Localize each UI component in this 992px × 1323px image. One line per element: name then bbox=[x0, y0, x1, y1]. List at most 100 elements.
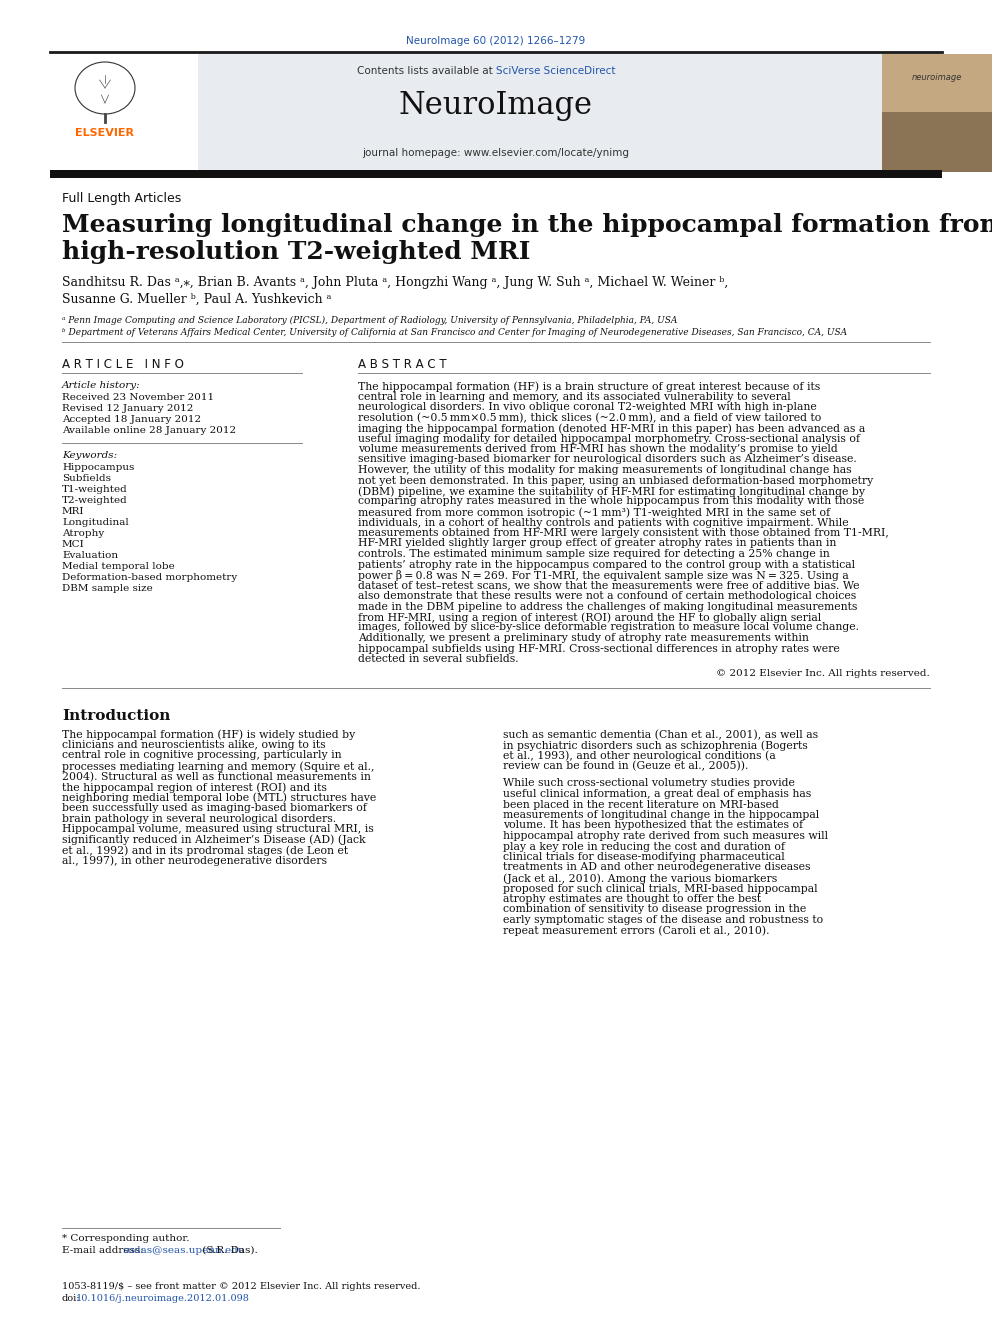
Text: However, the utility of this modality for making measurements of longitudinal ch: However, the utility of this modality fo… bbox=[358, 464, 851, 475]
Text: early symptomatic stages of the disease and robustness to: early symptomatic stages of the disease … bbox=[503, 916, 823, 925]
Text: play a key role in reducing the cost and duration of: play a key role in reducing the cost and… bbox=[503, 841, 785, 852]
Text: Subfields: Subfields bbox=[62, 474, 111, 483]
Text: patients’ atrophy rate in the hippocampus compared to the control group with a s: patients’ atrophy rate in the hippocampu… bbox=[358, 560, 855, 569]
Text: MRI: MRI bbox=[62, 507, 84, 516]
Text: Article history:: Article history: bbox=[62, 381, 141, 390]
Text: E-mail address:: E-mail address: bbox=[62, 1246, 147, 1256]
Text: power β = 0.8 was N = 269. For T1-MRI, the equivalent sample size was N = 325. U: power β = 0.8 was N = 269. For T1-MRI, t… bbox=[358, 570, 849, 581]
Text: sudas@seas.upenn.edu: sudas@seas.upenn.edu bbox=[123, 1246, 245, 1256]
Text: such as semantic dementia (Chan et al., 2001), as well as: such as semantic dementia (Chan et al., … bbox=[503, 729, 818, 740]
Text: MCI: MCI bbox=[62, 540, 84, 549]
Text: * Corresponding author.: * Corresponding author. bbox=[62, 1234, 189, 1244]
Text: the hippocampal region of interest (ROI) and its: the hippocampal region of interest (ROI)… bbox=[62, 782, 327, 792]
Text: repeat measurement errors (Caroli et al., 2010).: repeat measurement errors (Caroli et al.… bbox=[503, 926, 770, 937]
Text: Hippocampus: Hippocampus bbox=[62, 463, 134, 472]
Text: brain pathology in several neurological disorders.: brain pathology in several neurological … bbox=[62, 814, 336, 823]
Text: A B S T R A C T: A B S T R A C T bbox=[358, 359, 446, 370]
Text: significantly reduced in Alzheimer’s Disease (AD) (Jack: significantly reduced in Alzheimer’s Dis… bbox=[62, 835, 366, 845]
Text: 2004). Structural as well as functional measurements in: 2004). Structural as well as functional … bbox=[62, 771, 371, 782]
Text: Measuring longitudinal change in the hippocampal formation from in vivo: Measuring longitudinal change in the hip… bbox=[62, 213, 992, 237]
Text: sensitive imaging-based biomarker for neurological disorders such as Alzheimer’s: sensitive imaging-based biomarker for ne… bbox=[358, 455, 857, 464]
Text: treatments in AD and other neurodegenerative diseases: treatments in AD and other neurodegenera… bbox=[503, 863, 810, 872]
Text: high-resolution T2-weighted MRI: high-resolution T2-weighted MRI bbox=[62, 239, 531, 265]
Text: Full Length Articles: Full Length Articles bbox=[62, 192, 182, 205]
Text: review can be found in (Geuze et al., 2005)).: review can be found in (Geuze et al., 20… bbox=[503, 761, 748, 771]
Text: neighboring medial temporal lobe (MTL) structures have: neighboring medial temporal lobe (MTL) s… bbox=[62, 792, 376, 803]
Text: atrophy estimates are thought to offer the best: atrophy estimates are thought to offer t… bbox=[503, 894, 761, 904]
Text: not yet been demonstrated. In this paper, using an unbiased deformation-based mo: not yet been demonstrated. In this paper… bbox=[358, 475, 873, 486]
Text: volume. It has been hypothesized that the estimates of: volume. It has been hypothesized that th… bbox=[503, 820, 804, 831]
Text: NeuroImage 60 (2012) 1266–1279: NeuroImage 60 (2012) 1266–1279 bbox=[407, 36, 585, 46]
Text: hippocampal atrophy rate derived from such measures will: hippocampal atrophy rate derived from su… bbox=[503, 831, 828, 841]
Text: al., 1997), in other neurodegenerative disorders: al., 1997), in other neurodegenerative d… bbox=[62, 856, 327, 867]
Text: (DBM) pipeline, we examine the suitability of HF-MRI for estimating longitudinal: (DBM) pipeline, we examine the suitabili… bbox=[358, 486, 865, 496]
Text: T2-weighted: T2-weighted bbox=[62, 496, 128, 505]
Text: ELSEVIER: ELSEVIER bbox=[75, 128, 135, 138]
Text: combination of sensitivity to disease progression in the: combination of sensitivity to disease pr… bbox=[503, 905, 806, 914]
Text: doi:: doi: bbox=[62, 1294, 80, 1303]
Text: Available online 28 January 2012: Available online 28 January 2012 bbox=[62, 426, 236, 435]
Text: also demonstrate that these results were not a confound of certain methodologica: also demonstrate that these results were… bbox=[358, 591, 856, 601]
Bar bbox=[50, 54, 890, 172]
Text: clinicians and neuroscientists alike, owing to its: clinicians and neuroscientists alike, ow… bbox=[62, 740, 325, 750]
Text: Accepted 18 January 2012: Accepted 18 January 2012 bbox=[62, 415, 201, 423]
Text: volume measurements derived from HF-MRI has shown the modality’s promise to yiel: volume measurements derived from HF-MRI … bbox=[358, 445, 838, 454]
Text: measurements of longitudinal change in the hippocampal: measurements of longitudinal change in t… bbox=[503, 810, 819, 820]
Text: proposed for such clinical trials, MRI-based hippocampal: proposed for such clinical trials, MRI-b… bbox=[503, 884, 817, 893]
Text: neurological disorders. In vivo oblique coronal T2-weighted MRI with high in-pla: neurological disorders. In vivo oblique … bbox=[358, 402, 816, 411]
Text: © 2012 Elsevier Inc. All rights reserved.: © 2012 Elsevier Inc. All rights reserved… bbox=[716, 669, 930, 679]
Text: in psychiatric disorders such as schizophrenia (Bogerts: in psychiatric disorders such as schizop… bbox=[503, 740, 807, 750]
Text: been placed in the recent literature on MRI-based: been placed in the recent literature on … bbox=[503, 799, 779, 810]
Text: ᵇ Department of Veterans Affairs Medical Center, University of California at San: ᵇ Department of Veterans Affairs Medical… bbox=[62, 328, 847, 337]
Text: Contents lists available at: Contents lists available at bbox=[357, 66, 496, 75]
Text: Received 23 November 2011: Received 23 November 2011 bbox=[62, 393, 214, 402]
Text: from HF-MRI, using a region of interest (ROI) around the HF to globally align se: from HF-MRI, using a region of interest … bbox=[358, 613, 821, 623]
Text: DBM sample size: DBM sample size bbox=[62, 583, 153, 593]
Text: (Jack et al., 2010). Among the various biomarkers: (Jack et al., 2010). Among the various b… bbox=[503, 873, 778, 884]
Text: A R T I C L E   I N F O: A R T I C L E I N F O bbox=[62, 359, 184, 370]
Text: 10.1016/j.neuroimage.2012.01.098: 10.1016/j.neuroimage.2012.01.098 bbox=[76, 1294, 250, 1303]
Bar bbox=[882, 54, 992, 172]
Text: images, followed by slice-by-slice deformable registration to measure local volu: images, followed by slice-by-slice defor… bbox=[358, 623, 859, 632]
Text: et al., 1992) and in its prodromal stages (de Leon et: et al., 1992) and in its prodromal stage… bbox=[62, 845, 348, 856]
Text: Keywords:: Keywords: bbox=[62, 451, 117, 460]
Text: Evaluation: Evaluation bbox=[62, 550, 118, 560]
Text: Longitudinal: Longitudinal bbox=[62, 519, 129, 527]
Text: The hippocampal formation (HF) is a brain structure of great interest because of: The hippocampal formation (HF) is a brai… bbox=[358, 381, 820, 392]
Text: Revised 12 January 2012: Revised 12 January 2012 bbox=[62, 404, 193, 413]
Text: (S.R. Das).: (S.R. Das). bbox=[198, 1246, 258, 1256]
Text: neuroimage: neuroimage bbox=[912, 74, 962, 82]
Text: T1-weighted: T1-weighted bbox=[62, 486, 128, 493]
Text: useful imaging modality for detailed hippocampal morphometry. Cross-sectional an: useful imaging modality for detailed hip… bbox=[358, 434, 860, 443]
Text: 1053-8119/$ – see front matter © 2012 Elsevier Inc. All rights reserved.: 1053-8119/$ – see front matter © 2012 El… bbox=[62, 1282, 421, 1291]
Text: comparing atrophy rates measured in the whole hippocampus from this modality wit: comparing atrophy rates measured in the … bbox=[358, 496, 864, 507]
Bar bbox=[50, 169, 942, 179]
Text: been successfully used as imaging-based biomarkers of: been successfully used as imaging-based … bbox=[62, 803, 367, 814]
Text: Medial temporal lobe: Medial temporal lobe bbox=[62, 562, 175, 572]
Text: et al., 1993), and other neurological conditions (a: et al., 1993), and other neurological co… bbox=[503, 750, 776, 761]
Text: controls. The estimated minimum sample size required for detecting a 25% change : controls. The estimated minimum sample s… bbox=[358, 549, 829, 560]
Text: individuals, in a cohort of healthy controls and patients with cognitive impairm: individuals, in a cohort of healthy cont… bbox=[358, 517, 848, 528]
Text: Additionally, we present a preliminary study of atrophy rate measurements within: Additionally, we present a preliminary s… bbox=[358, 632, 808, 643]
Text: measurements obtained from HF-MRI were largely consistent with those obtained fr: measurements obtained from HF-MRI were l… bbox=[358, 528, 889, 538]
Text: central role in cognitive processing, particularly in: central role in cognitive processing, pa… bbox=[62, 750, 341, 761]
Text: hippocampal subfields using HF-MRI. Cross-sectional differences in atrophy rates: hippocampal subfields using HF-MRI. Cros… bbox=[358, 643, 840, 654]
Text: clinical trials for disease-modifying pharmaceutical: clinical trials for disease-modifying ph… bbox=[503, 852, 785, 863]
Text: detected in several subfields.: detected in several subfields. bbox=[358, 654, 519, 664]
Text: SciVerse ScienceDirect: SciVerse ScienceDirect bbox=[496, 66, 615, 75]
Text: Susanne G. Mueller ᵇ, Paul A. Yushkevich ᵃ: Susanne G. Mueller ᵇ, Paul A. Yushkevich… bbox=[62, 292, 331, 306]
Text: processes mediating learning and memory (Squire et al.,: processes mediating learning and memory … bbox=[62, 761, 375, 771]
Text: Atrophy: Atrophy bbox=[62, 529, 104, 538]
Text: made in the DBM pipeline to address the challenges of making longitudinal measur: made in the DBM pipeline to address the … bbox=[358, 602, 857, 611]
Text: central role in learning and memory, and its associated vulnerability to several: central role in learning and memory, and… bbox=[358, 392, 791, 401]
Text: The hippocampal formation (HF) is widely studied by: The hippocampal formation (HF) is widely… bbox=[62, 729, 355, 740]
Text: Sandhitsu R. Das ᵃ,⁎, Brian B. Avants ᵃ, John Pluta ᵃ, Hongzhi Wang ᵃ, Jung W. S: Sandhitsu R. Das ᵃ,⁎, Brian B. Avants ᵃ,… bbox=[62, 277, 728, 288]
Text: Introduction: Introduction bbox=[62, 709, 171, 724]
Text: NeuroImage: NeuroImage bbox=[399, 90, 593, 120]
Bar bbox=[50, 54, 198, 172]
Text: measured from more common isotropic (~1 mm³) T1-weighted MRI in the same set of: measured from more common isotropic (~1 … bbox=[358, 507, 830, 517]
Text: imaging the hippocampal formation (denoted HF-MRI in this paper) has been advanc: imaging the hippocampal formation (denot… bbox=[358, 423, 865, 434]
Text: ᵃ Penn Image Computing and Science Laboratory (PICSL), Department of Radiology, : ᵃ Penn Image Computing and Science Labor… bbox=[62, 316, 678, 325]
Bar bbox=[882, 54, 992, 112]
Text: useful clinical information, a great deal of emphasis has: useful clinical information, a great dea… bbox=[503, 789, 811, 799]
